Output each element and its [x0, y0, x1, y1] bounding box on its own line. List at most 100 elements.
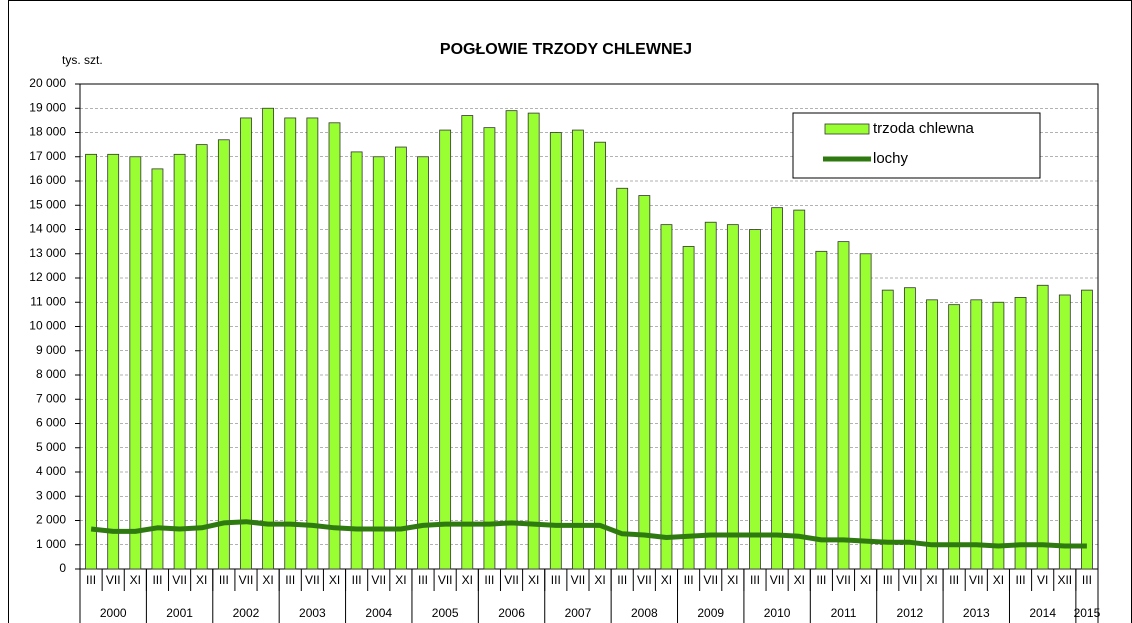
- x-tick-label: XI: [794, 573, 805, 587]
- bar: [85, 153, 97, 570]
- year-label: 2010: [764, 606, 791, 620]
- bar: [461, 115, 474, 570]
- bar: [948, 304, 961, 570]
- bar: [660, 224, 673, 570]
- bar: [992, 301, 1005, 570]
- x-tick-label: XI: [860, 573, 871, 587]
- x-tick-label: VII: [438, 573, 453, 587]
- line: [90, 519, 1087, 549]
- y-tick-label: 13 000: [29, 246, 66, 260]
- year-label: 2001: [166, 606, 193, 620]
- x-tick-label: III: [551, 573, 561, 587]
- y-tick-label: 15 000: [29, 197, 66, 211]
- bar: [372, 156, 385, 570]
- x-tick-label: XI: [594, 573, 605, 587]
- x-tick-label: III: [86, 573, 96, 587]
- x-tick-label: III: [684, 573, 694, 587]
- year-label: 2015: [1074, 606, 1101, 620]
- bar: [129, 156, 142, 570]
- x-tick-label: III: [1016, 573, 1026, 587]
- x-tick-label: III: [617, 573, 627, 587]
- x-tick-label: VII: [172, 573, 187, 587]
- bar: [1014, 296, 1027, 570]
- year-label: 2013: [963, 606, 990, 620]
- y-tick-label: 16 000: [29, 173, 66, 187]
- year-label: 2012: [897, 606, 924, 620]
- bar: [549, 132, 562, 570]
- x-tick-label: VI: [1037, 573, 1048, 587]
- x-tick-label: III: [750, 573, 760, 587]
- bar: [240, 117, 252, 570]
- y-tick-label: 2 000: [36, 513, 66, 527]
- bar: [107, 153, 120, 570]
- bar: [837, 241, 850, 570]
- bar: [926, 299, 938, 570]
- bar: [970, 299, 983, 570]
- x-tick-label: XI: [661, 573, 672, 587]
- bar: [306, 117, 319, 570]
- x-tick-label: XI: [196, 573, 207, 587]
- bar: [815, 250, 828, 570]
- bar: [195, 144, 208, 570]
- y-tick-label: 1 000: [36, 537, 66, 551]
- y-tick-label: 18 000: [29, 125, 66, 139]
- x-tick-label: VII: [903, 573, 918, 587]
- x-tick-label: VII: [504, 573, 519, 587]
- x-tick-label: VII: [836, 573, 851, 587]
- y-tick-label: 17 000: [29, 149, 66, 163]
- year-label: 2005: [432, 606, 459, 620]
- x-tick-label: VII: [106, 573, 121, 587]
- bar: [350, 151, 363, 570]
- year-label: 2004: [365, 606, 392, 620]
- bar: [704, 221, 717, 570]
- y-tick-label: 0: [59, 561, 66, 575]
- bar: [262, 107, 275, 570]
- y-tick-label: 6 000: [36, 416, 66, 430]
- year-label: 2007: [565, 606, 592, 620]
- y-tick-label: 14 000: [29, 222, 66, 236]
- bar: [859, 253, 872, 570]
- bar: [881, 289, 894, 570]
- x-tick-label: XI: [262, 573, 273, 587]
- y-tick-label: 12 000: [29, 270, 66, 284]
- year-label: 2008: [631, 606, 658, 620]
- x-tick-label: III: [352, 573, 362, 587]
- bar: [151, 168, 164, 570]
- x-tick-label: III: [816, 573, 826, 587]
- y-tick-label: 9 000: [36, 343, 66, 357]
- bar: [594, 141, 606, 570]
- x-tick-label: III: [285, 573, 295, 587]
- x-tick-label: VII: [305, 573, 320, 587]
- legend-label: trzoda chlewna: [873, 120, 975, 137]
- bar: [1058, 294, 1071, 570]
- year-label: 2006: [498, 606, 525, 620]
- x-tick-label: III: [883, 573, 893, 587]
- bar: [527, 112, 540, 570]
- bar: [771, 207, 784, 570]
- bar: [173, 153, 186, 570]
- bar: [394, 146, 407, 570]
- bar: [284, 117, 297, 570]
- year-label: 2003: [299, 606, 326, 620]
- year-label: 2011: [831, 606, 857, 620]
- y-tick-label: 5 000: [36, 440, 66, 454]
- x-tick-label: III: [152, 573, 162, 587]
- x-tick-label: III: [219, 573, 229, 587]
- y-tick-label: 3 000: [36, 488, 66, 502]
- bar: [903, 287, 916, 570]
- x-tick-label: VII: [770, 573, 785, 587]
- bar: [417, 156, 429, 570]
- bar: [483, 127, 496, 570]
- legend-label: lochy: [873, 150, 909, 167]
- bar: [505, 110, 518, 570]
- bar: [726, 224, 739, 570]
- bar: [616, 187, 629, 570]
- x-tick-label: XI: [130, 573, 141, 587]
- y-tick-label: 20 000: [29, 76, 66, 90]
- x-tick-label: III: [484, 573, 494, 587]
- bar: [439, 129, 452, 570]
- x-tick-label: XI: [993, 573, 1004, 587]
- bar: [793, 209, 806, 570]
- bar: [682, 246, 695, 570]
